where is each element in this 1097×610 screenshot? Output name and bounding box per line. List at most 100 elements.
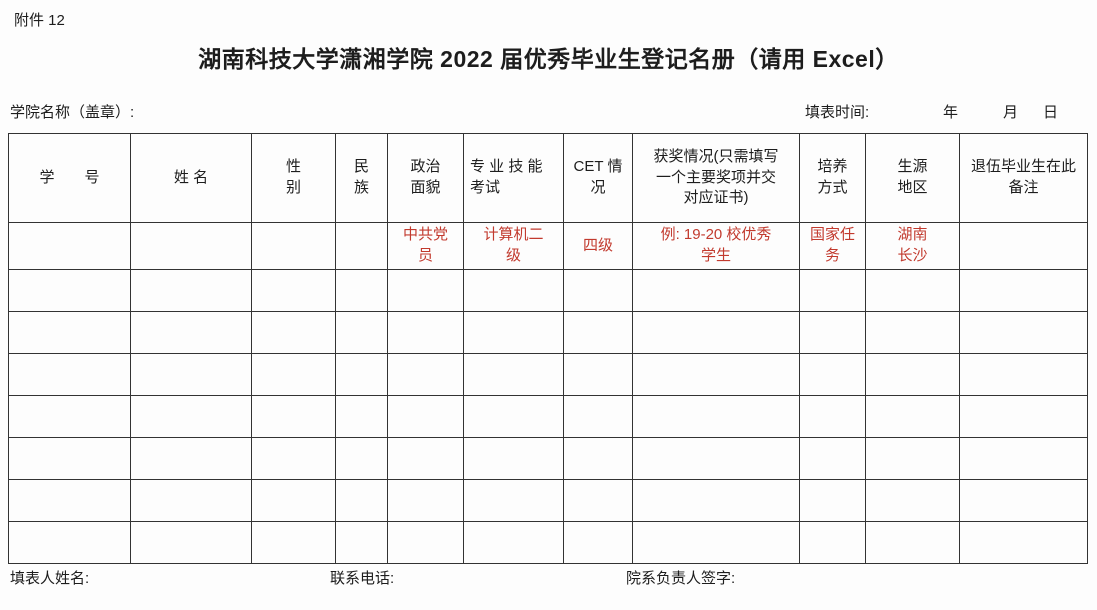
- empty-cell: [8, 479, 131, 522]
- empty-cell: [8, 269, 131, 312]
- header-cell-veteran-note: 退伍毕业生在此 备注: [959, 133, 1088, 223]
- graduates-roster-table: 学 号 姓 名 性 别 民 族 政治 面貌 专 业 技 能 考试 CET 情 况…: [8, 133, 1088, 564]
- empty-cell: [130, 521, 252, 564]
- empty-cell: [799, 311, 866, 354]
- empty-cell: [632, 437, 800, 480]
- empty-cell: [463, 269, 564, 312]
- empty-table-row: [8, 479, 1088, 522]
- empty-cell: [959, 437, 1088, 480]
- college-name-label: 学院名称（盖章）:: [10, 104, 135, 121]
- empty-cell: [335, 437, 388, 480]
- header-cell-ethnicity: 民 族: [335, 133, 388, 223]
- empty-cell: [959, 353, 1088, 396]
- empty-cell: [463, 521, 564, 564]
- empty-cell: [959, 521, 1088, 564]
- example-cell-name: [130, 222, 252, 270]
- empty-cell: [865, 437, 960, 480]
- example-cell-awards: 例: 19-20 校优秀 学生: [632, 222, 800, 270]
- empty-cell: [251, 479, 336, 522]
- empty-cell: [8, 437, 131, 480]
- empty-cell: [959, 395, 1088, 438]
- empty-cell: [8, 311, 131, 354]
- empty-cell: [799, 353, 866, 396]
- empty-table-row: [8, 395, 1088, 438]
- fill-time-month-label: 月: [1003, 104, 1019, 121]
- empty-cell: [632, 353, 800, 396]
- empty-cell: [959, 311, 1088, 354]
- empty-cell: [8, 395, 131, 438]
- empty-cell: [387, 479, 464, 522]
- fill-time-label: 填表时间:: [805, 104, 870, 121]
- subheader-row: 学院名称（盖章）: 填表时间: 年 月 日: [0, 101, 1097, 123]
- empty-cell: [632, 311, 800, 354]
- empty-cell: [865, 479, 960, 522]
- empty-table-row: [8, 311, 1088, 354]
- empty-cell: [563, 311, 633, 354]
- empty-cell: [563, 521, 633, 564]
- example-cell-origin-region: 湖南 长沙: [865, 222, 960, 270]
- department-head-signature-label: 院系负责人签字:: [626, 570, 736, 587]
- empty-table-row: [8, 437, 1088, 480]
- header-cell-name: 姓 名: [130, 133, 252, 223]
- empty-cell: [632, 521, 800, 564]
- preparer-name-label: 填表人姓名:: [10, 570, 90, 587]
- empty-cell: [130, 479, 252, 522]
- empty-cell: [632, 269, 800, 312]
- empty-cell: [865, 269, 960, 312]
- table-body: 学 号 姓 名 性 别 民 族 政治 面貌 专 业 技 能 考试 CET 情 况…: [8, 133, 1088, 564]
- empty-cell: [335, 269, 388, 312]
- example-cell-political-status: 中共党 员: [387, 222, 464, 270]
- empty-cell: [251, 269, 336, 312]
- empty-cell: [130, 269, 252, 312]
- empty-cell: [865, 353, 960, 396]
- empty-cell: [387, 353, 464, 396]
- page-title: 湖南科技大学潇湘学院 2022 届优秀毕业生登记名册（请用 Excel）: [198, 46, 899, 72]
- empty-cell: [335, 353, 388, 396]
- empty-cell: [563, 395, 633, 438]
- empty-cell: [959, 479, 1088, 522]
- empty-cell: [335, 479, 388, 522]
- empty-cell: [130, 311, 252, 354]
- empty-cell: [563, 353, 633, 396]
- empty-cell: [251, 311, 336, 354]
- header-cell-awards: 获奖情况(只需填写 一个主要奖项并交 对应证书): [632, 133, 800, 223]
- empty-cell: [799, 521, 866, 564]
- attachment-label: 附件 12: [14, 12, 65, 29]
- empty-cell: [632, 479, 800, 522]
- example-cell-ethnicity: [335, 222, 388, 270]
- empty-cell: [563, 479, 633, 522]
- empty-cell: [387, 395, 464, 438]
- empty-cell: [387, 437, 464, 480]
- empty-table-row: [8, 269, 1088, 312]
- empty-cell: [463, 479, 564, 522]
- empty-cell: [865, 521, 960, 564]
- example-row: 中共党 员 计算机二 级 四级 例: 19-20 校优秀 学生 国家任 务 湖南…: [8, 222, 1088, 270]
- example-cell-gender: [251, 222, 336, 270]
- empty-cell: [387, 311, 464, 354]
- empty-cell: [387, 269, 464, 312]
- empty-cell: [8, 521, 131, 564]
- empty-cell: [130, 395, 252, 438]
- table-header-row: 学 号 姓 名 性 别 民 族 政治 面貌 专 业 技 能 考试 CET 情 况…: [8, 133, 1088, 223]
- example-cell-veteran-note: [959, 222, 1088, 270]
- empty-cell: [251, 353, 336, 396]
- example-cell-student-id: [8, 222, 131, 270]
- empty-cell: [130, 353, 252, 396]
- empty-cell: [335, 395, 388, 438]
- empty-cell: [251, 437, 336, 480]
- empty-cell: [8, 353, 131, 396]
- header-cell-training-mode: 培养 方式: [799, 133, 866, 223]
- empty-cell: [799, 269, 866, 312]
- header-cell-student-id: 学 号: [8, 133, 131, 223]
- empty-cell: [799, 479, 866, 522]
- empty-table-row: [8, 353, 1088, 396]
- empty-cell: [463, 353, 564, 396]
- footer-row: 填表人姓名: 联系电话: 院系负责人签字:: [0, 567, 1097, 591]
- header-cell-gender: 性 别: [251, 133, 336, 223]
- empty-cell: [563, 437, 633, 480]
- example-cell-professional-skill-exam: 计算机二 级: [463, 222, 564, 270]
- empty-cell: [130, 437, 252, 480]
- example-cell-training-mode: 国家任 务: [799, 222, 866, 270]
- empty-table-row: [8, 521, 1088, 564]
- empty-cell: [799, 437, 866, 480]
